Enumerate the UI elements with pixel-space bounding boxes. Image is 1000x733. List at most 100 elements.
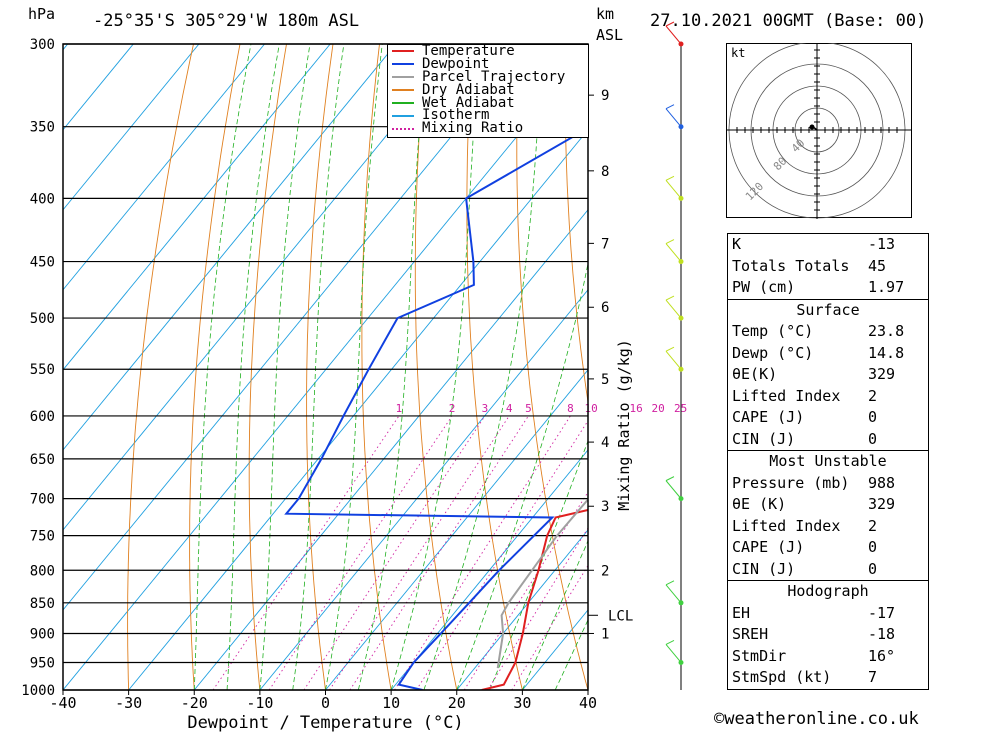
- dry-adiabat-line: [414, 44, 458, 690]
- legend-swatch: [392, 63, 414, 66]
- height-tick-label: 6: [601, 300, 609, 316]
- lcl-label: LCL: [608, 608, 633, 624]
- height-tick-label: 1: [601, 626, 609, 642]
- dry-adiabat-line: [466, 44, 523, 690]
- isotherm-line: [63, 44, 265, 291]
- copyright[interactable]: ©weatheronline.co.uk: [714, 709, 919, 729]
- eh-value: -17: [868, 603, 896, 622]
- legend-item: Wet Adiabat: [388, 94, 588, 111]
- isotherm-line: [63, 44, 200, 211]
- surface-cin-value: 0: [868, 429, 878, 448]
- mixing-ratio-label: 10: [584, 402, 597, 415]
- pressure-tick-label: 450: [30, 255, 55, 271]
- pressure-tick-label: 950: [30, 655, 55, 671]
- mixing-ratio-line: [416, 419, 588, 690]
- legend-label: Dry Adiabat: [422, 81, 515, 98]
- pressure-tick-label: 700: [30, 492, 55, 508]
- mu-title: Most Unstable: [769, 452, 887, 470]
- mixing-ratio-label: 8: [567, 402, 574, 415]
- legend-swatch: [392, 50, 414, 53]
- stmdir-label: StmDir: [732, 646, 787, 665]
- mixing-ratio-label: 4: [506, 402, 513, 415]
- mu-cape-label: CAPE (J): [732, 538, 805, 556]
- legend: Temperature Dewpoint Parcel Trajectory Dry …: [387, 44, 589, 138]
- x-tick-label: 10: [382, 694, 400, 712]
- plot-frame: [62, 43, 589, 691]
- wind-barb: [665, 104, 682, 128]
- pressure-tick-label: 350: [30, 120, 55, 136]
- wet-adiabat-line: [193, 44, 252, 690]
- isotherm-line: [63, 44, 397, 451]
- height-tick-label: 2: [601, 563, 609, 579]
- dry-adiabat-line: [516, 44, 588, 690]
- location-title: -25°35'S 305°29'W 180m ASL: [93, 11, 360, 31]
- x-axis-label: Dewpoint / Temperature (°C): [187, 713, 463, 733]
- surface-thetae-value: 329: [868, 365, 896, 383]
- mixing-ratio-label: 3: [482, 402, 489, 415]
- legend-swatch: [392, 89, 414, 92]
- legend-label: Isotherm: [422, 107, 490, 124]
- x-tick-label: -40: [49, 694, 76, 712]
- wet-adiabat-line: [325, 44, 383, 690]
- mixing-ratio-axis-label: Mixing Ratio (g/kg): [615, 339, 633, 511]
- legend-swatch: [392, 114, 414, 117]
- height-tick-label: 3: [601, 499, 609, 515]
- mixing-ratio-label: 1: [396, 402, 403, 415]
- isotherm-line: [63, 44, 331, 371]
- mu-thetae-label: θE (K): [732, 495, 787, 513]
- mixing-ratio-label: 2: [449, 402, 456, 415]
- isotherm-line: [325, 369, 588, 690]
- x-tick-label: 40: [579, 694, 597, 712]
- legend-swatch: [392, 102, 414, 104]
- height-tick-label: 7: [601, 236, 609, 252]
- surface-temp-label: Temp (°C): [732, 322, 814, 340]
- mixing-ratio-line: [268, 415, 453, 690]
- surface-cape-label: CAPE (J): [732, 408, 805, 426]
- legend-swatch: [392, 127, 414, 130]
- wet-adiabat-line: [357, 44, 428, 690]
- surface-dewp-label: Dewp (°C): [732, 343, 814, 362]
- legend-label: Wet Adiabat: [422, 94, 515, 111]
- dry-adiabat-line: [306, 44, 334, 690]
- x-tick-label: 30: [513, 694, 531, 712]
- hodograph-unit: kt: [731, 46, 745, 60]
- stmspd-value: 7: [868, 668, 878, 686]
- date-title: 27.10.2021 00GMT (Base: 00): [650, 11, 927, 31]
- surface-cape-value: 0: [868, 408, 878, 426]
- mu-li-label: Lifted Index: [732, 516, 841, 535]
- legend-label: Temperature: [422, 43, 515, 59]
- x-tick-label: -20: [181, 694, 208, 712]
- mixing-ratio-label: 20: [652, 402, 665, 415]
- pressure-tick-label: 600: [30, 409, 55, 425]
- wet-adiabat-line: [489, 439, 588, 690]
- hodograph: kt 40 80 120: [726, 43, 912, 219]
- pressure-tick-label: 650: [30, 452, 55, 468]
- height-tick-label: 9: [601, 88, 609, 104]
- legend-label: Parcel Trajectory: [422, 68, 566, 85]
- x-tick-label: 20: [448, 694, 466, 712]
- pressure-tick-label: 400: [30, 191, 55, 207]
- wind-barb: [665, 175, 682, 199]
- mu-li-value: 2: [868, 516, 878, 535]
- surface-dewp-value: 14.8: [868, 343, 905, 362]
- surface-thetae-label: θE(K): [732, 365, 778, 383]
- parcel-trajectory-line: [496, 497, 588, 669]
- indices-box: K -13 Totals Totals 45 PW (cm) 1.97 Surface…: [727, 233, 929, 690]
- mu-cape-value: 0: [868, 538, 878, 556]
- dry-adiabat-line: [938, 44, 1000, 690]
- pressure-unit-label: hPa: [28, 5, 56, 23]
- legend-item: Dry Adiabat: [388, 81, 588, 98]
- isotherm-line: [193, 209, 588, 690]
- wet-adiabat-line: [292, 44, 345, 690]
- isotherm-line: [259, 289, 588, 690]
- mixing-ratio-line: [511, 564, 588, 690]
- height-tick-label: 5: [601, 372, 609, 388]
- pressure-tick-label: 1000: [21, 683, 55, 699]
- mu-thetae-value: 329: [868, 495, 896, 513]
- pressure-tick-label: 800: [30, 563, 55, 579]
- isotherm-line: [0, 44, 2, 690]
- hodograph-marker: [809, 124, 815, 130]
- tt-label: Totals Totals: [732, 256, 850, 275]
- pressure-tick-label: 900: [30, 626, 55, 642]
